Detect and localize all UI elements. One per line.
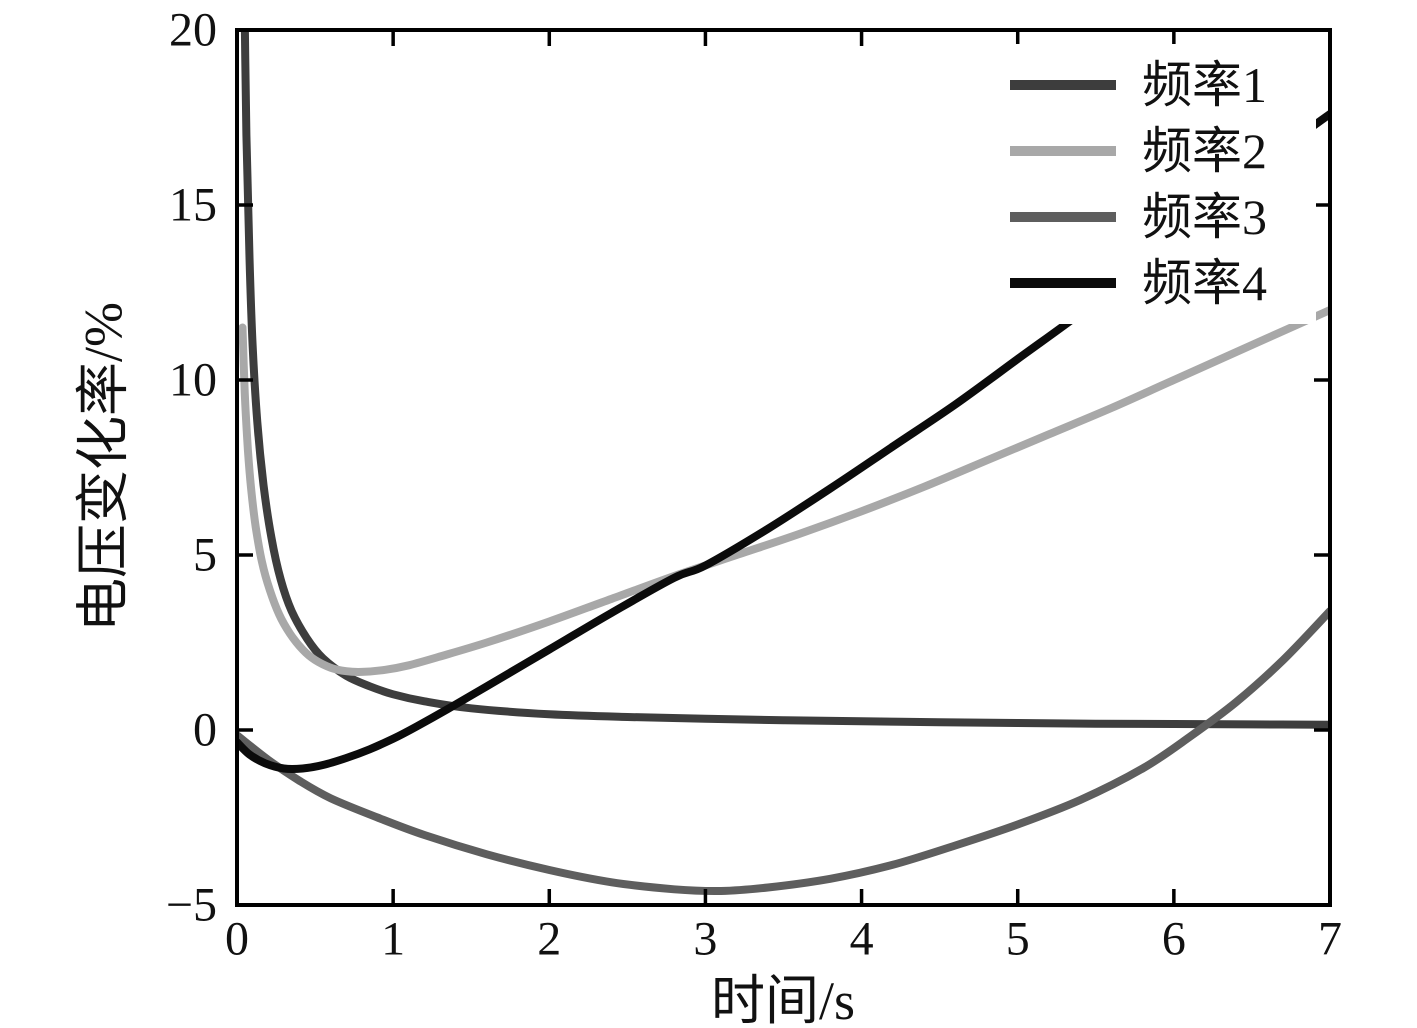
x-tick-label: 0: [225, 913, 249, 966]
y-tick-label: −5: [166, 879, 217, 932]
series-line-3: [237, 607, 1330, 896]
legend-item: 频率3: [986, 184, 1316, 250]
y-tick-label: 0: [193, 704, 217, 757]
x-tick-label: 7: [1318, 913, 1342, 966]
legend-item: 频率2: [986, 118, 1316, 184]
legend-line-sample: [1010, 212, 1116, 222]
series-line-2: [238, 306, 1330, 676]
y-axis-title: 电压变化率/%: [73, 302, 134, 632]
x-tick-label: 3: [693, 913, 717, 966]
tick-marks: [235, 28, 1332, 907]
y-tick-label: 5: [193, 529, 217, 582]
x-tick-label: 2: [537, 913, 561, 966]
legend-line-sample: [1010, 278, 1116, 288]
legend: 频率1 频率2 频率3 频率4: [986, 44, 1316, 324]
legend-label: 频率1: [1142, 57, 1267, 113]
legend-line-sample: [1010, 80, 1116, 90]
legend-label: 频率3: [1142, 189, 1267, 245]
y-tick-label: 15: [169, 179, 217, 232]
x-tick-label: 6: [1162, 913, 1186, 966]
x-axis-title: 时间/s: [710, 971, 856, 1028]
plot-border: [235, 28, 1332, 907]
y-tick-label: 10: [169, 354, 217, 407]
legend-item: 频率4: [986, 250, 1316, 316]
x-tick-label: 1: [381, 913, 405, 966]
x-tick-label: 5: [1006, 913, 1030, 966]
legend-label: 频率4: [1142, 255, 1267, 311]
series-line-1: [240, 30, 1330, 729]
x-tick-label: 4: [850, 913, 874, 966]
legend-item: 频率1: [986, 52, 1316, 118]
legend-line-sample: [1010, 146, 1116, 156]
legend-label: 频率2: [1142, 123, 1267, 179]
y-tick-label: 20: [169, 4, 217, 57]
